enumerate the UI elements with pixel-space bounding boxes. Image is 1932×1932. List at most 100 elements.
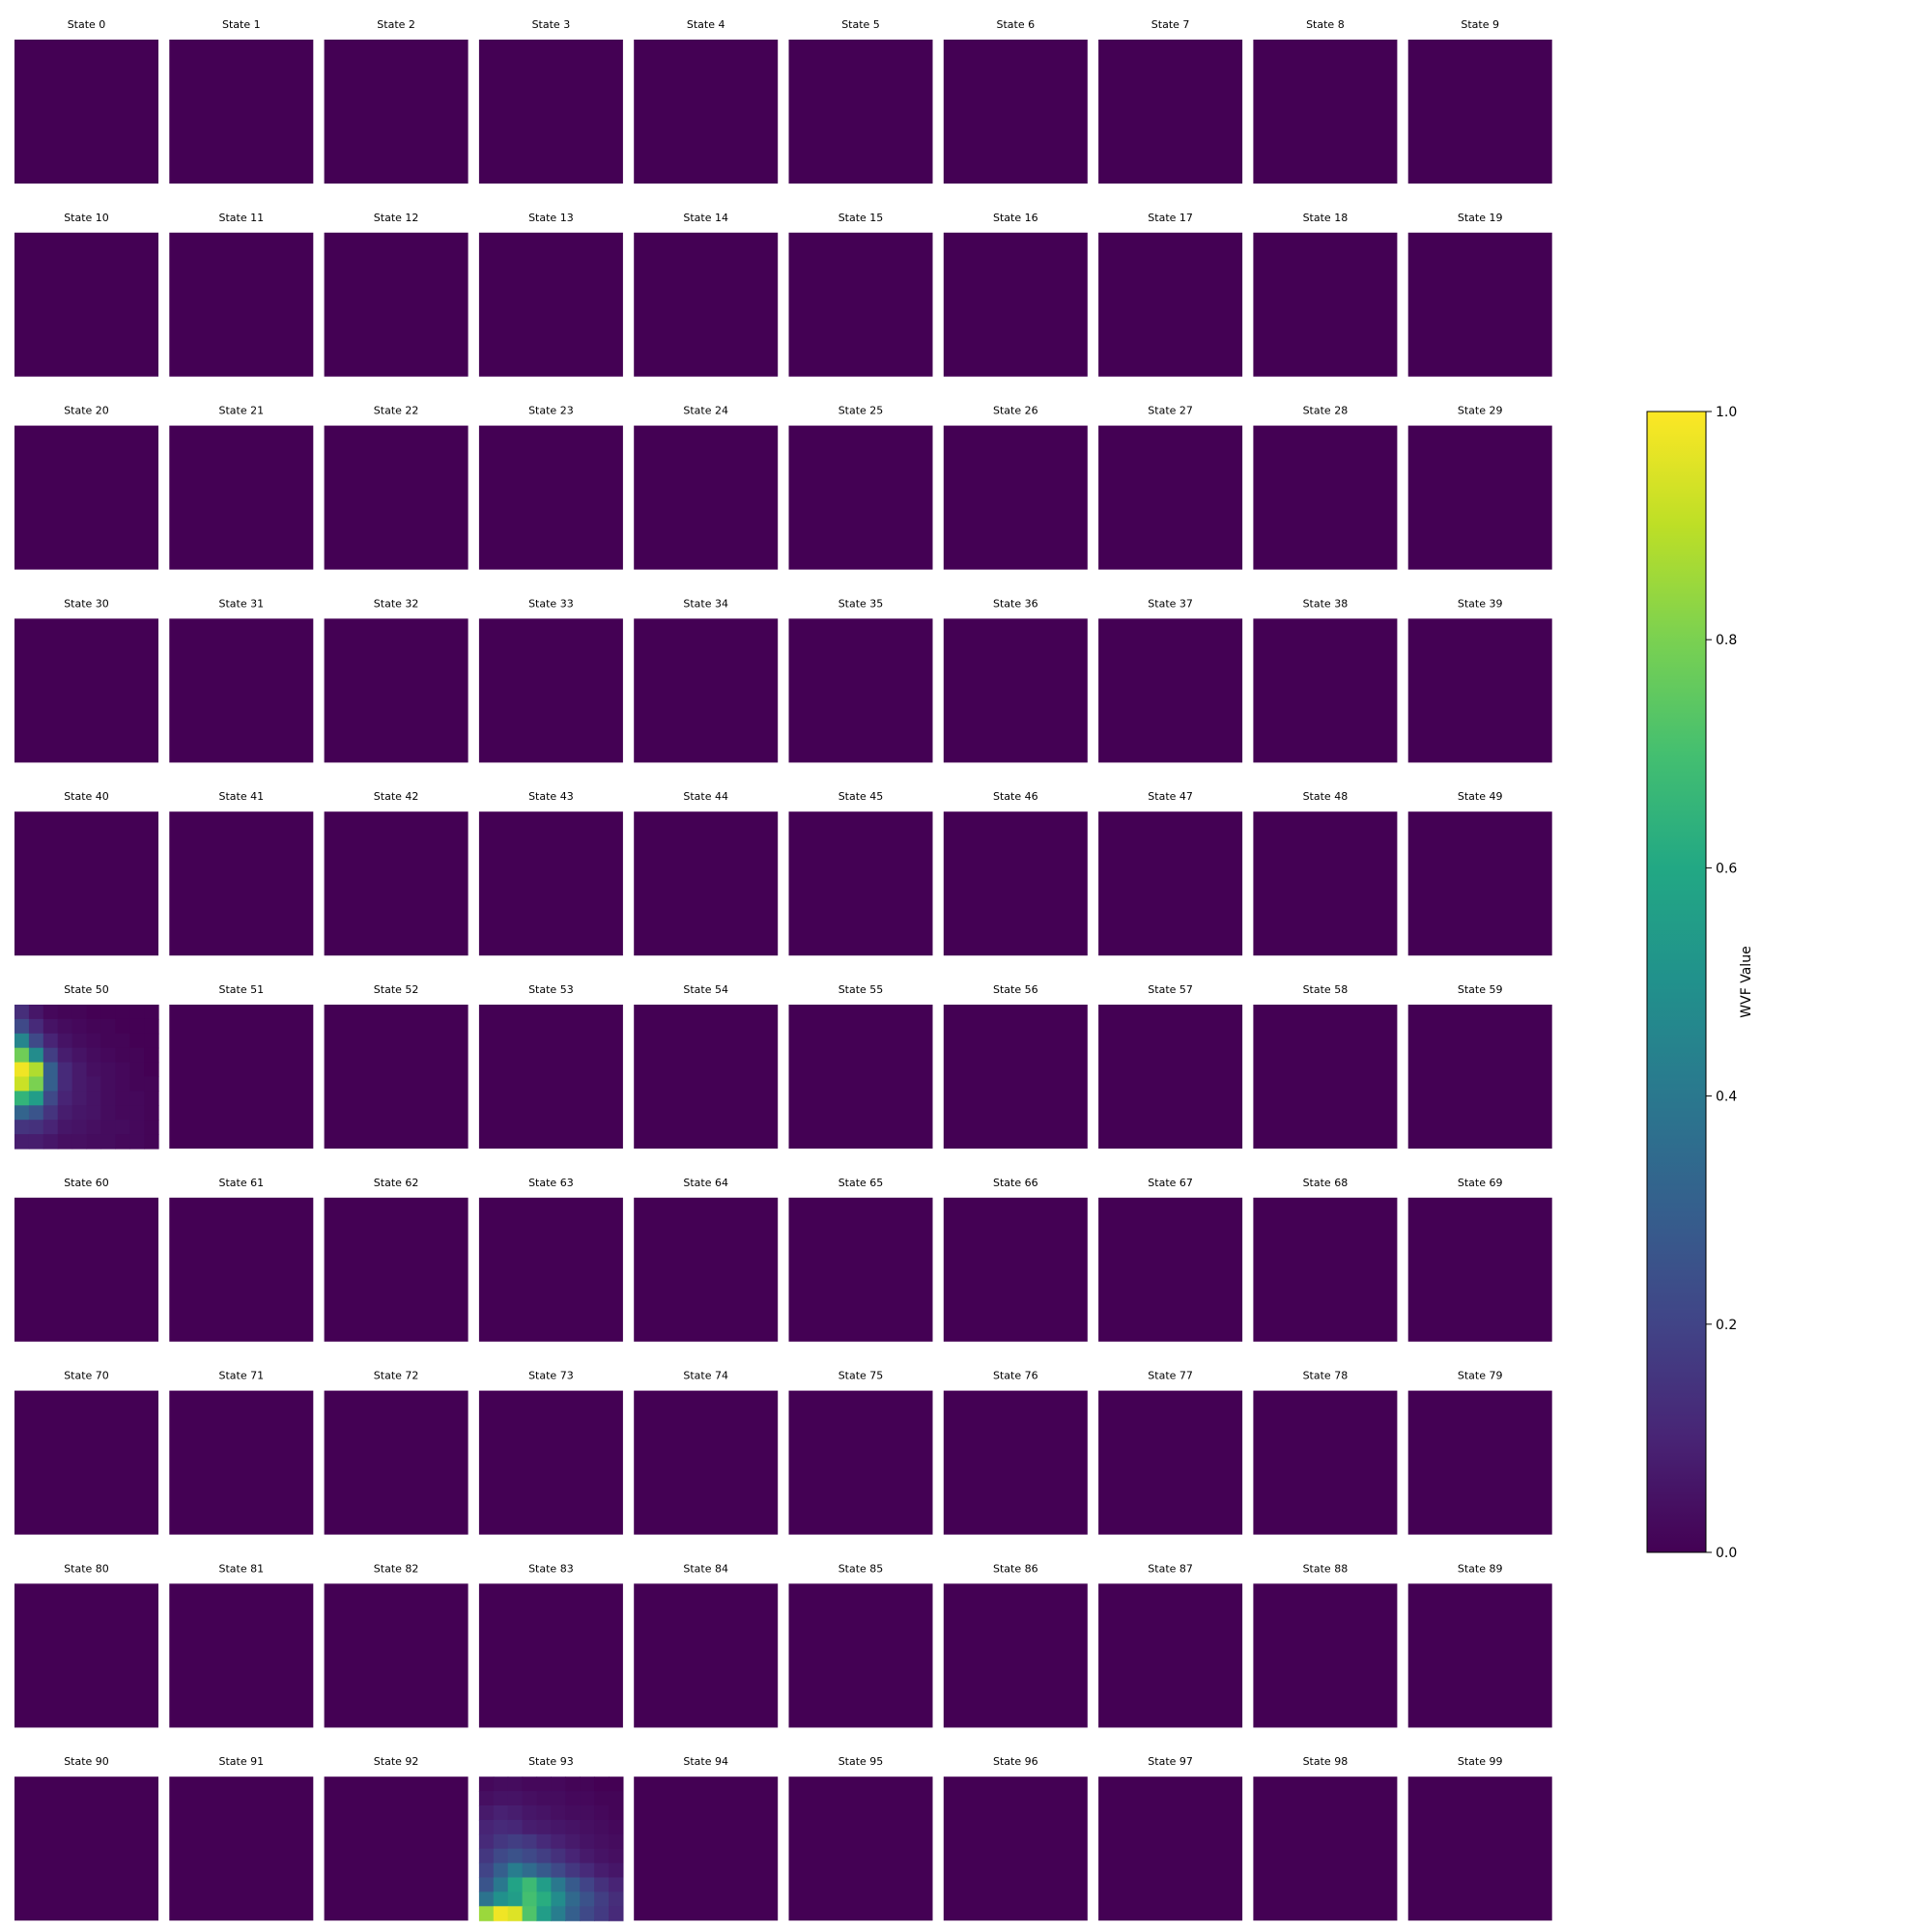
state-panel-title: State 80 (64, 1562, 109, 1575)
heatmap-panel-fill (169, 1390, 314, 1535)
state-panel-title: State 23 (528, 405, 574, 417)
colorbar-tick-label: 0.2 (1716, 1318, 1737, 1333)
heatmap-cell (129, 1047, 145, 1064)
heatmap-cell (478, 1891, 495, 1907)
state-panel-title: State 70 (64, 1370, 109, 1382)
heatmap-cell (478, 1791, 495, 1806)
state-panel-62: State 62 (324, 1177, 469, 1342)
state-panel-title: State 99 (1458, 1755, 1503, 1768)
state-panel-3: State 3 (478, 18, 623, 184)
state-panel-7: State 7 (1098, 18, 1243, 184)
heatmap-cell (14, 1091, 30, 1106)
heatmap-panel-fill (324, 232, 469, 377)
heatmap-cell (493, 1877, 509, 1892)
state-panel-title: State 15 (838, 212, 884, 224)
heatmap-cell (43, 1018, 59, 1035)
state-panel-64: State 64 (634, 1177, 779, 1342)
heatmap-panel-fill (634, 618, 779, 763)
heatmap-cell (507, 1862, 524, 1879)
state-panel-title: State 0 (68, 18, 106, 31)
state-panel-title: State 74 (683, 1370, 728, 1382)
colorbar-ticks: 0.0 0.2 0.4 0.6 0.8 1.0 (1706, 405, 1737, 1561)
heatmap-panel-fill (169, 40, 314, 184)
heatmap-panel-fill (1098, 1583, 1243, 1728)
heatmap-cell (43, 1076, 59, 1092)
heatmap-panel-fill (943, 1005, 1088, 1149)
heatmap-panel-fill (1253, 1776, 1398, 1921)
state-panel-title: State 55 (838, 983, 884, 996)
colorbar-label: WVF Value (1739, 946, 1754, 1017)
state-panel-99: State 99 (1407, 1755, 1552, 1921)
heatmap-cell (71, 1076, 88, 1092)
heatmap-panel-fill (1253, 1583, 1398, 1728)
state-panel-95: State 95 (788, 1755, 933, 1921)
state-panel-16: State 16 (943, 212, 1088, 377)
heatmap-cell (609, 1906, 624, 1921)
state-panel-25: State 25 (788, 405, 933, 570)
heatmap-panel-fill (634, 232, 779, 377)
state-panel-18: State 18 (1253, 212, 1398, 377)
state-panel-81: State 81 (169, 1562, 314, 1728)
state-panel-77: State 77 (1098, 1370, 1243, 1535)
heatmap-panel-fill (324, 1583, 469, 1728)
heatmap-cell (507, 1906, 524, 1921)
state-panel-title: State 7 (1151, 18, 1190, 31)
state-panel-57: State 57 (1098, 983, 1243, 1149)
heatmap-cell (129, 1134, 145, 1150)
state-panel-title: State 94 (683, 1755, 728, 1768)
colorbar-tick-label: 1.0 (1716, 405, 1737, 420)
heatmap-cell (57, 1120, 73, 1135)
heatmap-cell (28, 1018, 44, 1035)
state-panel-86: State 86 (943, 1562, 1088, 1728)
heatmap-cell (43, 1091, 59, 1106)
heatmap-panel-fill (943, 1776, 1088, 1921)
colorbar-tick-label: 0.0 (1716, 1546, 1737, 1561)
heatmap-panel-fill (324, 425, 469, 570)
state-panel-title: State 93 (528, 1755, 574, 1768)
heatmap-cell (536, 1776, 552, 1792)
heatmap-cell (28, 1076, 44, 1092)
heatmap-cell (14, 1105, 30, 1121)
heatmap-cell (522, 1776, 538, 1792)
heatmap-panel-fill (943, 1390, 1088, 1535)
heatmap-panel-fill (1407, 232, 1552, 377)
state-panel-title: State 65 (838, 1177, 884, 1189)
heatmap-cell (536, 1819, 552, 1835)
heatmap-cell (507, 1791, 524, 1806)
heatmap-cell (507, 1776, 524, 1792)
heatmap-cell (86, 1120, 101, 1135)
state-panel-title: State 88 (1303, 1562, 1349, 1575)
heatmap-cell (71, 1120, 88, 1135)
heatmap-cell (565, 1776, 581, 1792)
state-panel-title: State 57 (1148, 983, 1193, 996)
state-panel-24: State 24 (634, 405, 779, 570)
state-panel-title: State 26 (993, 405, 1038, 417)
heatmap-panel-fill (1253, 40, 1398, 184)
state-panel-82: State 82 (324, 1562, 469, 1728)
state-panel-44: State 44 (634, 790, 779, 956)
heatmap-cell (115, 1033, 130, 1049)
state-panel-title: State 8 (1306, 18, 1345, 31)
heatmap-cell (129, 1091, 145, 1106)
heatmap-panel-fill (478, 1005, 623, 1149)
heatmap-cell (129, 1005, 145, 1020)
state-panel-88: State 88 (1253, 1562, 1398, 1728)
heatmap-cell (43, 1134, 59, 1150)
state-panel-54: State 54 (634, 983, 779, 1149)
state-panel-23: State 23 (478, 405, 623, 570)
heatmap-cell (522, 1891, 538, 1907)
heatmap-panel-fill (788, 618, 933, 763)
state-panel-31: State 31 (169, 597, 314, 763)
heatmap-panel-fill (324, 1197, 469, 1342)
state-panel-title: State 45 (838, 790, 884, 803)
heatmap-panel-fill (14, 1390, 158, 1535)
heatmap-cell (478, 1833, 495, 1850)
heatmap-cell (594, 1848, 610, 1864)
state-panel-17: State 17 (1098, 212, 1243, 377)
state-panel-98: State 98 (1253, 1755, 1398, 1921)
heatmap-panel-fill (634, 1005, 779, 1149)
state-panel-66: State 66 (943, 1177, 1088, 1342)
state-panel-71: State 71 (169, 1370, 314, 1535)
heatmap-cell (609, 1877, 624, 1892)
state-panel-29: State 29 (1407, 405, 1552, 570)
